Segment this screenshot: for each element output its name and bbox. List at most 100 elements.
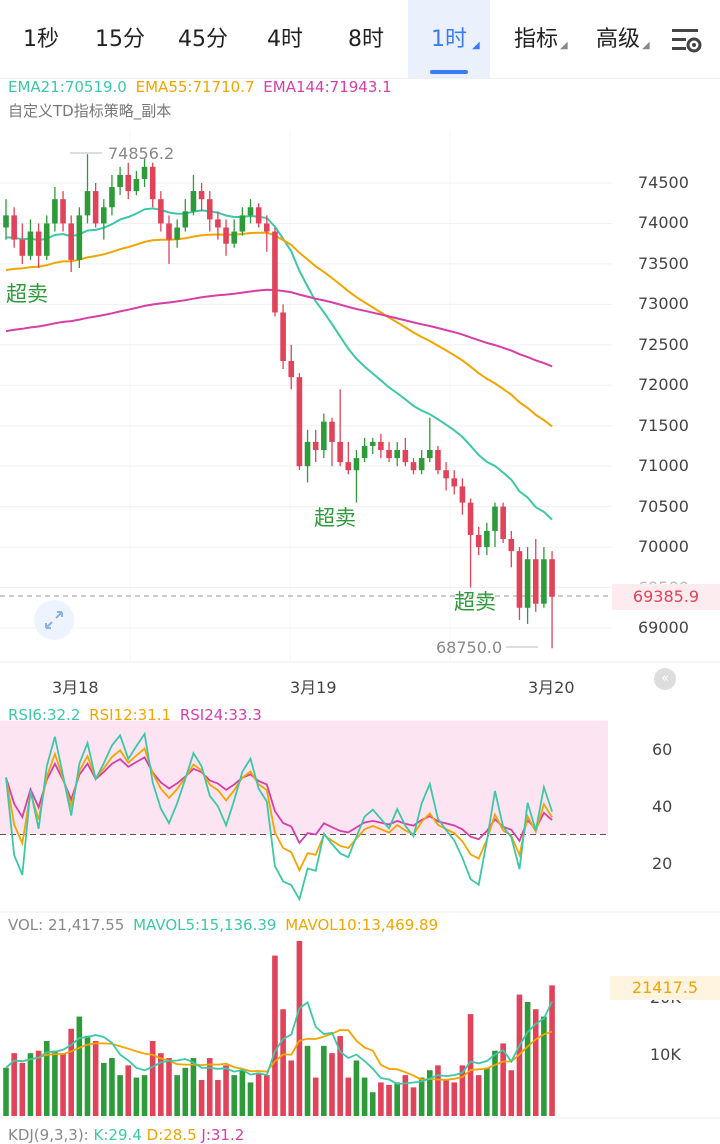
ema-legend: EMA21:70519.0 EMA55:71710.7 EMA144:71943… [8,78,396,96]
candle-body [141,166,148,179]
candle-body [43,223,50,256]
volume-bar [418,1077,425,1116]
oversold-signal: 超卖 [454,590,496,614]
volume-bar [475,1075,482,1116]
candle-body [386,450,392,459]
oversold-signal: 超卖 [314,506,356,530]
candle-body [3,215,9,228]
volume-bar [19,1062,26,1116]
volume-bar [43,1040,50,1116]
chart-settings-button[interactable] [664,0,714,78]
ema21-value: EMA21:70519.0 [8,78,127,96]
rsi-y-tick: 40 [652,797,673,816]
rsi-band [0,720,608,835]
y-tick-label: 74000 [638,213,689,233]
active-tab-indicator [430,70,468,74]
candle-body [280,312,286,361]
candle-body [549,559,555,597]
tab-1s[interactable]: 1秒 [23,27,59,52]
ema144-value: EMA144:71943.1 [263,78,392,96]
candle-body [182,211,189,228]
rsi24-value: RSI24:33.3 [179,706,262,724]
volume-bar [35,1050,42,1116]
volume-bar [345,1077,352,1116]
candle-body [329,421,335,442]
ema21-line [5,207,553,521]
candle-body [19,239,26,256]
volume-bar [166,1058,172,1116]
volume-bar [427,1070,433,1116]
current-price-tag: 69385.9 [612,584,720,610]
candle-body [296,377,303,467]
volume-bar [296,940,303,1116]
rsi12-value: RSI12:31.1 [89,706,172,724]
candle-body [541,559,547,604]
rsi6-line [5,731,553,902]
high-price-label: 74856.2 [108,144,175,163]
volume-value: VOL: 21,417.55 [8,916,125,934]
candle-body [117,174,123,188]
tab-advanced[interactable]: 高级 ◢ [582,0,654,78]
volume-bar [174,1075,180,1116]
volume-bar [11,1053,17,1116]
volume-bar [182,1067,189,1116]
tab-45m[interactable]: 45分 [178,27,228,52]
candle-body [27,231,34,256]
x-tick-label: 3月18 [52,678,99,697]
candle-body [158,199,164,224]
candle-body [272,231,278,313]
tab-4h[interactable]: 4时 [267,27,303,52]
candle-body [101,207,107,224]
candle-body [418,458,425,471]
volume-bar [76,1016,83,1116]
expand-chart-button[interactable] [34,600,74,640]
tab-1h[interactable]: 1时 ◢ [408,0,490,78]
tab-8h[interactable]: 8时 [348,27,384,52]
volume-bar [117,1075,123,1116]
candle-body [125,174,132,192]
candle-body [484,530,490,548]
ema55-line [5,231,553,428]
y-tick-label: 69000 [638,618,689,637]
candle-body [435,450,441,471]
volume-bar [321,1045,327,1116]
volume-bar [508,1070,515,1116]
volume-bar [541,1016,547,1116]
candle-body [402,450,409,463]
volume-bar [60,1053,66,1116]
volume-bar [500,1043,506,1116]
tab-indicators[interactable]: 指标 ◢ [500,0,572,78]
candle-body [76,215,83,260]
dropdown-triangle-icon: ◢ [472,40,480,51]
y-tick-label: 74500 [638,173,689,192]
candle-body [345,462,352,471]
candle-body [264,223,270,232]
volume-bar [280,1009,286,1116]
volume-bar [378,1082,384,1116]
mavol5-value: MAVOL5:15,136.39 [133,916,277,934]
volume-bar [394,1082,400,1116]
candle-body [337,441,343,463]
candle-body [255,207,262,224]
candle-body [321,421,327,450]
candle-body [451,478,458,487]
candle-body [410,462,417,471]
volume-bar [467,1014,474,1116]
volume-bar [524,1001,531,1116]
candle-body [52,199,58,224]
volume-bar [190,1058,197,1116]
candle-body [206,199,213,220]
current-volume-tag: 21417.5 [610,976,720,1000]
vol-y-tick: 10K [650,1045,681,1064]
candle-body [247,207,254,216]
volume-bar [402,1075,409,1116]
scroll-to-latest-button[interactable]: « [654,668,676,690]
tab-15m[interactable]: 15分 [95,27,145,52]
strategy-name: 自定义TD指标策略_副本 [8,102,172,120]
chart-settings-icon [672,29,702,53]
volume-bar [304,1045,311,1116]
volume-legend: VOL: 21,417.55 MAVOL5:15,136.39 MAVOL10:… [8,916,442,934]
kdj-label: KDJ(9,3,3): [8,1126,89,1144]
candle-body [166,223,172,240]
